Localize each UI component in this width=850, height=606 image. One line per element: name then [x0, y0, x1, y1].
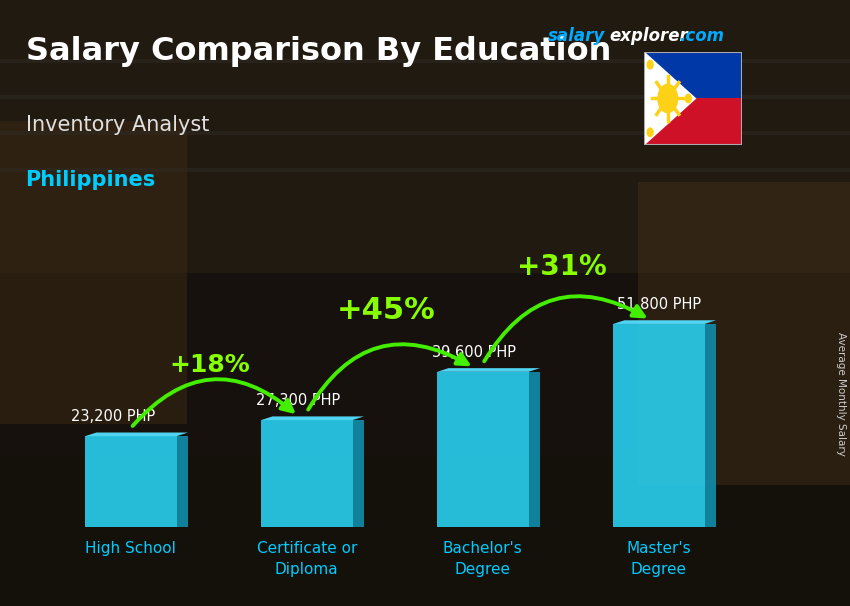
Polygon shape: [644, 52, 696, 145]
Text: explorer: explorer: [609, 27, 688, 45]
Bar: [0, 121, 187, 424]
Text: +31%: +31%: [517, 253, 607, 281]
Circle shape: [685, 95, 691, 102]
Text: 39,600 PHP: 39,600 PHP: [432, 345, 516, 359]
Text: 27,300 PHP: 27,300 PHP: [256, 393, 340, 408]
Polygon shape: [353, 420, 364, 527]
Text: .com: .com: [679, 27, 724, 45]
Polygon shape: [437, 368, 540, 372]
Polygon shape: [437, 372, 529, 527]
Bar: [638, 182, 850, 485]
Text: +45%: +45%: [337, 296, 435, 325]
Text: +18%: +18%: [170, 353, 251, 377]
Text: Philippines: Philippines: [26, 170, 156, 190]
Circle shape: [658, 84, 677, 113]
Polygon shape: [261, 416, 364, 420]
Text: Inventory Analyst: Inventory Analyst: [26, 115, 209, 135]
Polygon shape: [613, 321, 716, 324]
Bar: [644, 98, 742, 145]
Polygon shape: [705, 324, 716, 527]
Bar: [0, 454, 850, 606]
Text: Salary Comparison By Education: Salary Comparison By Education: [26, 36, 611, 67]
Circle shape: [647, 61, 653, 69]
Circle shape: [647, 128, 653, 136]
Polygon shape: [529, 372, 540, 527]
Text: 23,200 PHP: 23,200 PHP: [71, 409, 156, 424]
Bar: [644, 52, 742, 98]
Polygon shape: [177, 436, 188, 527]
Polygon shape: [85, 436, 177, 527]
Text: salary: salary: [548, 27, 605, 45]
Text: Average Monthly Salary: Average Monthly Salary: [836, 332, 846, 456]
Bar: [0, 273, 850, 454]
Polygon shape: [85, 433, 188, 436]
Polygon shape: [261, 420, 353, 527]
Bar: [0, 0, 850, 273]
Polygon shape: [613, 324, 705, 527]
Text: 51,800 PHP: 51,800 PHP: [617, 297, 701, 311]
